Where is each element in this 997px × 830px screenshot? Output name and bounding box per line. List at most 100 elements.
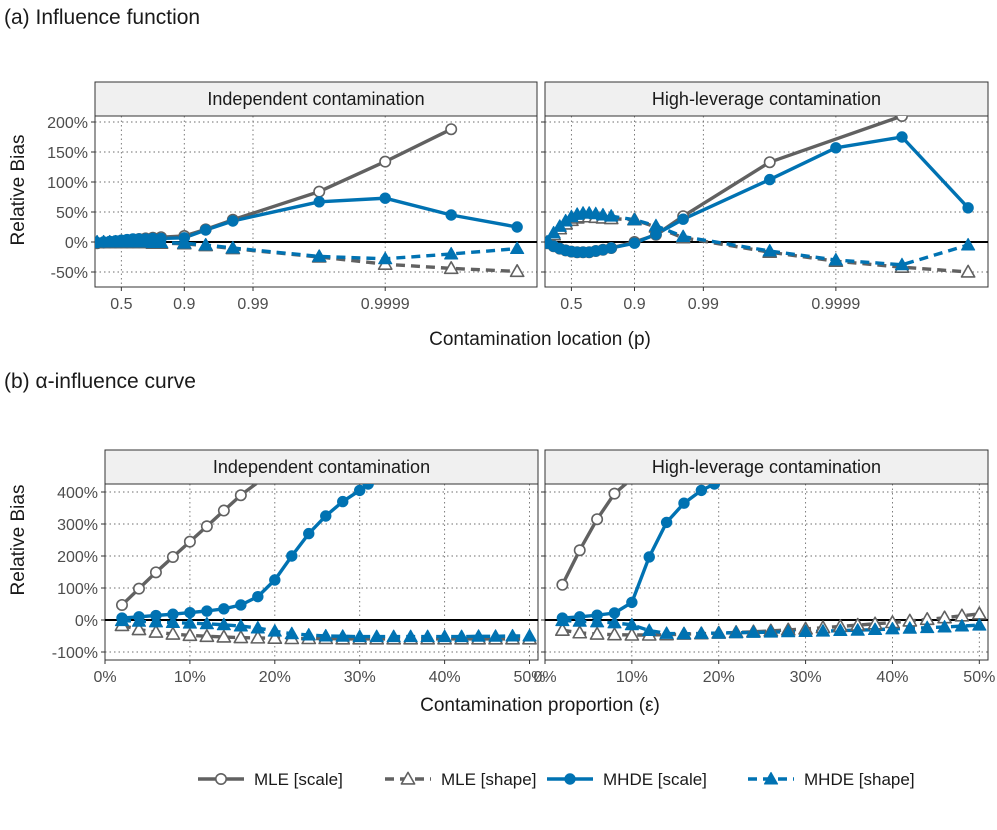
data-point-mhde-shape [920, 620, 935, 634]
data-point-mhde-shape [284, 626, 299, 640]
data-point-mhde-shape [781, 624, 796, 638]
panel-border [94, 115, 538, 288]
data-point-mhde-shape [590, 614, 605, 628]
data-point-mhde-shape [833, 623, 848, 637]
panel-b-high-leverage: High-leverage contamination 0% 10% 20% 30% 40… [533, 449, 995, 686]
data-point-mhde-shape [694, 626, 709, 639]
data-point-mhde-shape [420, 629, 435, 643]
data-point-mhde-shape [867, 622, 883, 636]
data-point-mhde-scale [286, 550, 298, 562]
data-point-mhde-shape [510, 241, 525, 255]
data-point-mhde-scale [133, 611, 145, 623]
legend-key-marker [763, 771, 779, 785]
x-tick-label: 40% [876, 669, 908, 686]
x-axis-title-b: Contamination proportion (ε) [420, 695, 660, 716]
data-point-mhde-scale [269, 574, 281, 586]
data-point-mle-shape [148, 624, 164, 638]
data-point-mle-scale [234, 489, 247, 502]
data-point-mhde-shape [960, 237, 976, 251]
data-point-mle-scale [166, 550, 179, 563]
data-point-mhde-scale [178, 232, 190, 244]
data-point-mhde-shape [199, 616, 214, 630]
data-point-mle-shape [554, 622, 570, 636]
panel-a-high-leverage: High-leverage contamination 0.5 0.9 0.99 0.9… [541, 81, 989, 313]
data-point-mhde-scale [708, 484, 721, 490]
data-point-mhde-shape [444, 246, 459, 260]
y-tick-label: -100% [52, 645, 98, 662]
data-point-mle-scale [183, 535, 196, 548]
x-tick-label: 0% [93, 669, 116, 686]
data-point-mhde-shape [318, 628, 333, 642]
data-point-mhde-scale [511, 221, 523, 233]
data-point-mhde-scale [643, 551, 655, 563]
series-line-mle-scale [96, 127, 452, 245]
data-point-mhde-scale [201, 605, 213, 617]
series-line-mle-scale [546, 116, 903, 254]
x-tick-label: 20% [703, 669, 735, 686]
legend-label: MLE [scale] [254, 770, 343, 789]
data-point-mle-scale [115, 598, 128, 611]
facet-title: High-leverage contamination [652, 457, 881, 477]
data-point-mhde-scale [626, 596, 638, 609]
data-point-mhde-shape [885, 621, 900, 635]
y-tick-label: 50% [56, 205, 88, 222]
x-tick-label: 40% [429, 669, 461, 686]
data-point-mhde-shape [894, 257, 910, 271]
x-tick-label: 0.9999 [811, 296, 860, 313]
data-point-mhde-shape [762, 243, 777, 257]
data-point-mle-scale [217, 504, 230, 517]
data-point-mhde-scale [608, 607, 621, 619]
x-tick-label: 10% [616, 669, 648, 686]
y-tick-label: 150% [47, 145, 88, 162]
legend-label: MHDE [shape] [804, 770, 915, 789]
data-point-mle-shape [199, 628, 215, 643]
facet-strip [104, 449, 539, 485]
data-point-mhde-shape [522, 628, 537, 642]
x-tick-label: 0.9999 [361, 296, 410, 313]
data-point-mhde-shape [216, 617, 231, 631]
data-point-mhde-shape [505, 628, 520, 642]
x-tick-label: 50% [963, 669, 995, 686]
data-point-mhde-shape [335, 629, 350, 642]
data-point-mhde-scale [830, 142, 842, 154]
data-point-mle-shape [572, 625, 588, 639]
data-point-mhde-shape [454, 629, 469, 643]
data-point-mhde-shape [352, 629, 367, 643]
data-point-mle-shape [624, 627, 640, 641]
data-point-mhde-shape [182, 616, 198, 629]
data-point-mhde-shape [369, 629, 384, 643]
legend-label: MLE [shape] [441, 770, 536, 789]
data-point-mhde-shape [233, 618, 248, 632]
y-tick-label: 0% [65, 235, 88, 252]
data-point-mhde-shape [954, 618, 970, 632]
x-axis-title-a: Contamination location (p) [429, 329, 651, 350]
x-tick-label: 0.9 [623, 296, 645, 313]
data-point-mhde-scale [200, 224, 212, 236]
data-point-mle-shape [267, 630, 283, 644]
data-point-mhde-shape [403, 629, 418, 643]
data-point-mhde-shape [378, 251, 393, 265]
data-point-mhde-shape [659, 626, 674, 639]
data-point-mhde-scale [235, 599, 247, 611]
panel-border [544, 483, 989, 661]
data-point-mhde-shape [301, 627, 316, 641]
x-tick-label: 20% [259, 669, 291, 686]
data-point-mhde-shape [972, 618, 987, 631]
x-tick-label: 0.99 [237, 296, 268, 313]
data-point-mhde-scale [116, 612, 128, 624]
y-tick-label: 300% [57, 517, 98, 534]
data-point-mle-scale [608, 487, 621, 500]
data-point-mhde-shape [250, 620, 265, 634]
data-point-mhde-shape [711, 626, 726, 639]
x-tick-label: 0.5 [110, 296, 132, 313]
data-point-mle-shape [131, 622, 147, 636]
y-tick-label: 100% [57, 581, 98, 598]
data-point-mhde-shape [763, 625, 778, 638]
data-point-mhde-scale [167, 608, 179, 620]
x-tick-label: 30% [344, 669, 376, 686]
data-point-mle-scale [895, 116, 908, 122]
data-point-mhde-shape [850, 623, 865, 636]
data-point-mhde-scale [605, 242, 617, 254]
data-point-mhde-scale [379, 192, 391, 204]
data-point-mhde-scale [764, 173, 776, 186]
